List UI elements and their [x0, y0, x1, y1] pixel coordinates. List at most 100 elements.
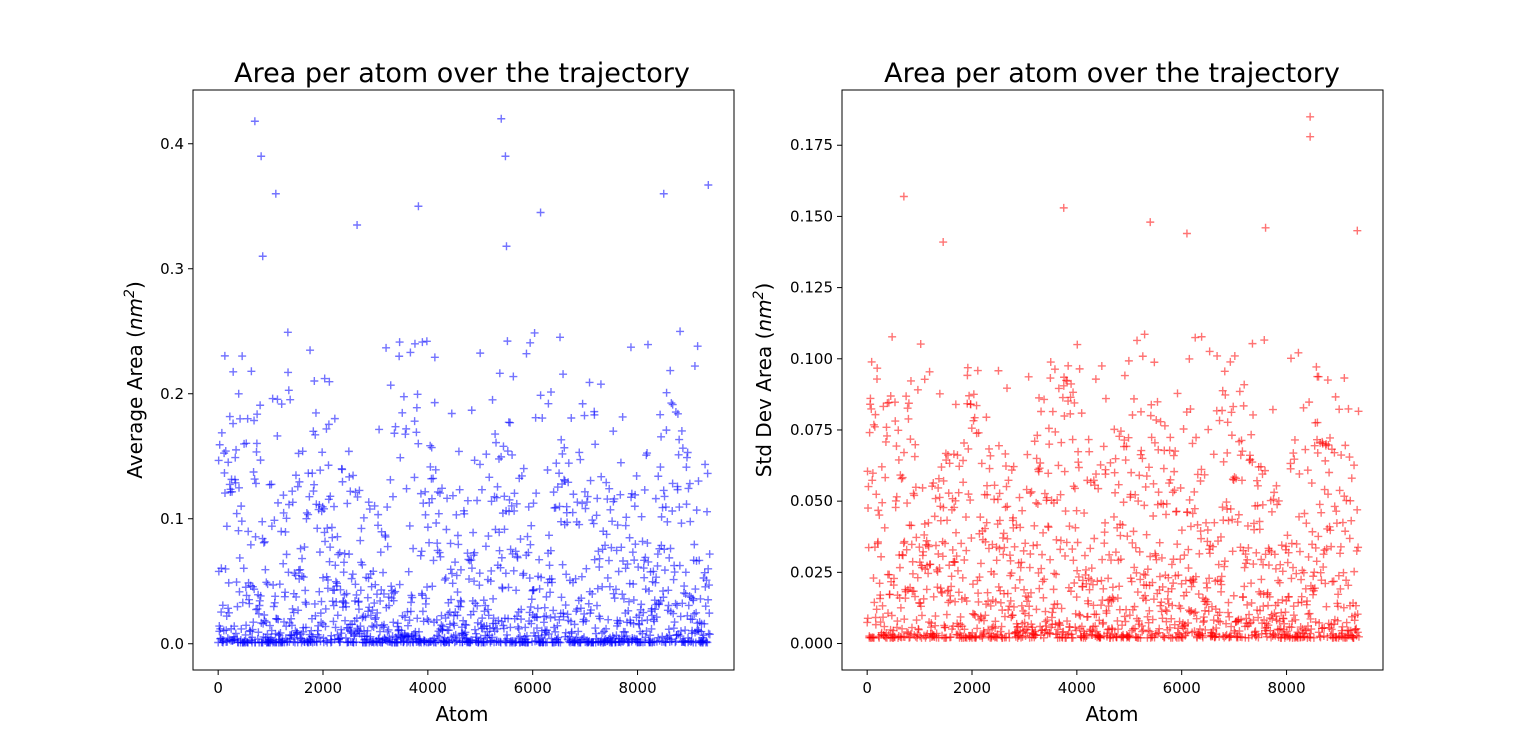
data-point [991, 617, 1000, 626]
data-point [1121, 617, 1130, 626]
data-point [1297, 575, 1306, 584]
data-point [319, 573, 328, 582]
data-point [1329, 577, 1338, 586]
data-point [321, 622, 330, 631]
data-point [1248, 339, 1257, 348]
data-point [426, 462, 435, 471]
data-point [427, 443, 436, 452]
data-point [1326, 433, 1335, 442]
data-point [1220, 557, 1229, 566]
data-point [1181, 629, 1190, 638]
data-point [1099, 618, 1108, 627]
data-point [1217, 572, 1226, 581]
data-point [395, 580, 404, 589]
data-point [616, 490, 625, 499]
data-point [1045, 440, 1054, 449]
data-point [700, 568, 709, 577]
data-point [338, 477, 347, 486]
data-point [624, 597, 633, 606]
data-point [1254, 613, 1263, 622]
data-point [871, 410, 880, 419]
data-point [533, 604, 542, 613]
data-point [1151, 551, 1160, 560]
data-point [590, 410, 599, 419]
data-point [1325, 468, 1334, 477]
data-point [1116, 427, 1125, 436]
data-point [1295, 512, 1304, 521]
data-point [1149, 595, 1158, 604]
data-point [1039, 633, 1048, 642]
data-point [922, 536, 931, 545]
data-point [312, 638, 321, 647]
data-point [471, 629, 480, 638]
data-point [1282, 542, 1291, 551]
data-point [1150, 358, 1159, 367]
data-point [1169, 451, 1178, 460]
data-point [1087, 564, 1096, 573]
data-point [437, 611, 446, 620]
data-point [383, 503, 392, 512]
data-point [353, 492, 362, 501]
data-point [650, 596, 659, 605]
data-point [357, 524, 366, 533]
data-point [230, 622, 239, 631]
data-point [673, 601, 682, 610]
data-point [283, 328, 292, 337]
data-point [489, 594, 498, 603]
data-point [1227, 622, 1236, 631]
data-point [1140, 330, 1149, 339]
data-point [328, 597, 337, 606]
data-point [250, 585, 259, 594]
data-point [1155, 538, 1164, 547]
data-point [241, 630, 250, 639]
data-point [960, 625, 969, 634]
data-point [1026, 588, 1035, 597]
y-tick-label: 0.125 [790, 279, 833, 297]
data-point [1162, 617, 1171, 626]
data-point [542, 592, 551, 601]
data-point [351, 580, 360, 589]
data-point [495, 528, 504, 537]
data-point [671, 599, 680, 608]
data-point [402, 484, 411, 493]
data-point [644, 587, 653, 596]
data-point [701, 582, 710, 591]
data-point [379, 568, 388, 577]
data-point [328, 533, 337, 542]
data-point [1065, 522, 1074, 531]
data-point [513, 553, 522, 562]
data-point [1080, 551, 1089, 560]
data-point [1035, 584, 1044, 593]
data-point [1043, 616, 1052, 625]
data-point [1273, 500, 1282, 509]
data-point [288, 604, 297, 613]
data-point [1236, 451, 1245, 460]
data-point [491, 430, 500, 439]
data-point [992, 556, 1001, 565]
data-point [1072, 626, 1081, 635]
data-point [1217, 587, 1226, 596]
data-point [237, 517, 246, 526]
data-point [1051, 427, 1060, 436]
data-point [662, 388, 671, 397]
data-point [1226, 631, 1235, 640]
data-point [484, 532, 493, 541]
data-point [694, 477, 703, 486]
data-point [1261, 550, 1270, 559]
data-point [302, 508, 311, 517]
data-point [425, 538, 434, 547]
data-point [969, 390, 978, 399]
data-point [282, 514, 291, 523]
data-point [379, 589, 388, 598]
data-point [250, 475, 259, 484]
data-point [1196, 527, 1205, 536]
chart-std-dev-area: Area per atom over the trajectory 0 2000 4… [751, 58, 1384, 726]
data-point [271, 592, 280, 601]
data-point [351, 488, 360, 497]
data-point [1170, 486, 1179, 495]
data-point [433, 487, 442, 496]
data-point [1168, 488, 1177, 497]
data-point [1215, 416, 1224, 425]
data-point [921, 565, 930, 574]
data-point [912, 616, 921, 625]
